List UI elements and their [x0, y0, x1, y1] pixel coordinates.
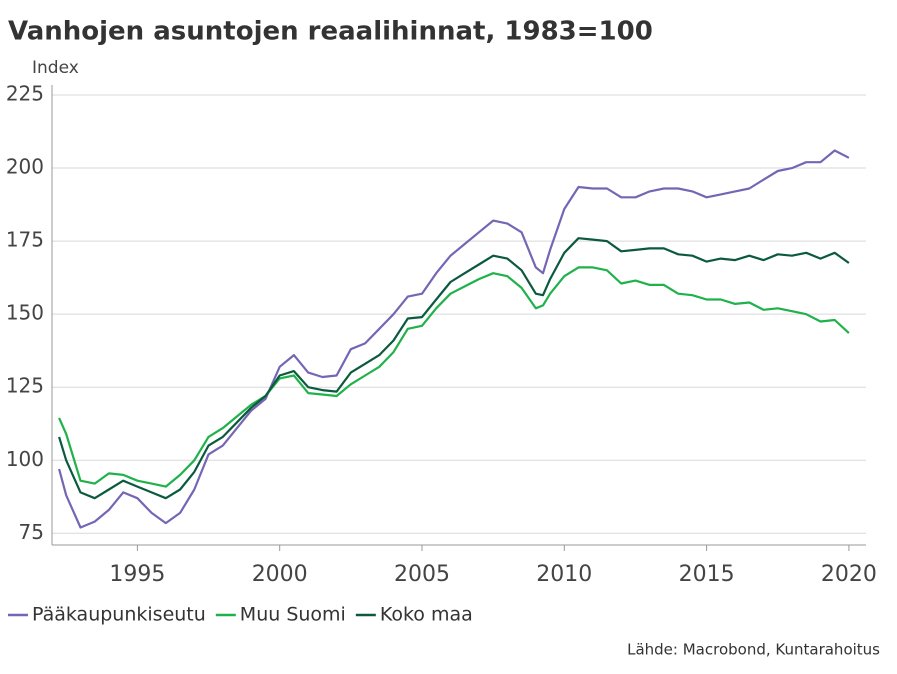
line-series: [58, 266, 850, 488]
line-series: [58, 149, 850, 529]
y-tick-label: 125: [6, 374, 44, 398]
legend-label: Koko maa: [380, 604, 473, 626]
y-tick-label: 75: [19, 520, 44, 544]
x-tick-label: 2000: [252, 562, 308, 587]
x-tick-label: 2005: [394, 562, 450, 587]
line-series: [58, 237, 850, 500]
source: Lähde: Macrobond, Kuntarahoitus: [627, 641, 880, 659]
y-tick-label: 100: [6, 447, 44, 471]
legend-label: Pääkaupunkiseutu: [32, 604, 206, 626]
legend-label: Muu Suomi: [240, 604, 346, 626]
x-tick-label: 2020: [821, 562, 877, 587]
y-tick-label: 175: [6, 228, 44, 252]
y-tick-label: 200: [6, 155, 44, 179]
x-tick-label: 2015: [679, 562, 735, 587]
x-tick-label: 2010: [536, 562, 592, 587]
y-axis-label: Index: [32, 58, 79, 78]
y-tick-label: 150: [6, 301, 44, 325]
chart-title: Vanhojen asuntojen reaalihinnat, 1983=10…: [8, 17, 653, 47]
x-tick-label: 1995: [109, 562, 165, 587]
y-tick-label: 225: [6, 82, 44, 106]
